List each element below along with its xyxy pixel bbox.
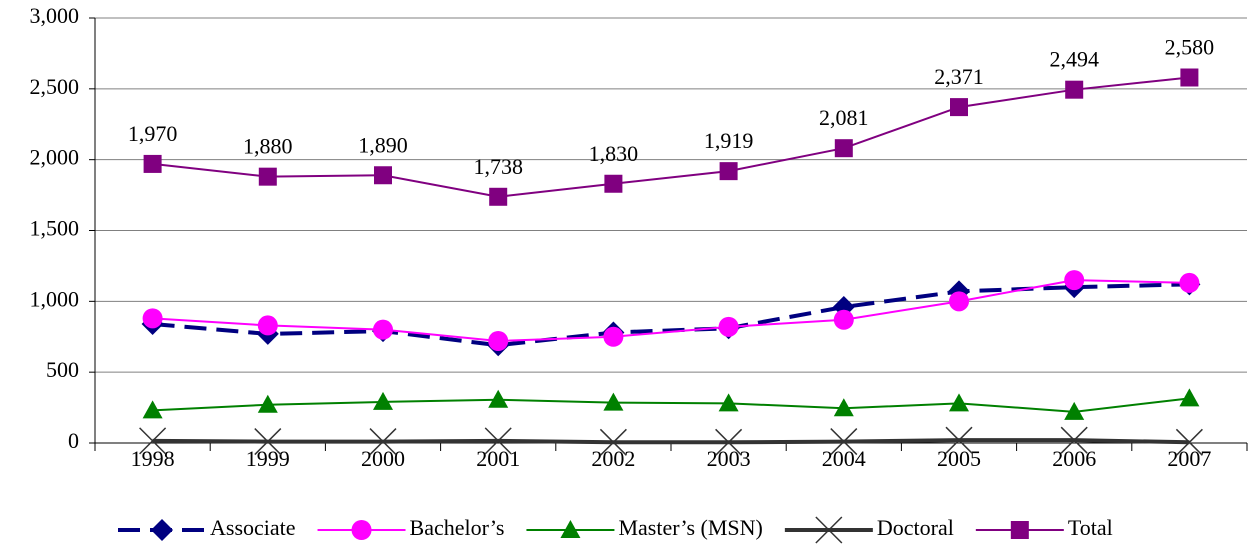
y-tick-label: 2,000: [30, 145, 80, 170]
y-tick-label: 500: [46, 357, 79, 382]
legend-item: Master’s (MSN): [526, 515, 763, 540]
x-tick-label: 2005: [937, 446, 981, 471]
x-tick-label: 2006: [1052, 446, 1096, 471]
data-point: [489, 187, 508, 206]
legend-label: Bachelor’s: [410, 515, 505, 540]
data-point: [373, 319, 393, 340]
data-point: [1064, 401, 1085, 420]
data-point: [715, 428, 743, 456]
data-point: [254, 428, 282, 456]
y-tick-label: 0: [68, 428, 79, 453]
data-point: [1065, 80, 1084, 99]
data-point: [949, 291, 969, 312]
data-point: [603, 326, 624, 347]
data-point: [833, 309, 854, 330]
legend-item: Doctoral: [784, 515, 954, 544]
legend-item: Total: [975, 515, 1113, 540]
data-point: [369, 428, 397, 456]
data-point: [950, 98, 968, 117]
data-point: [374, 166, 392, 185]
data-point: [257, 394, 278, 413]
x-tick-label: 1998: [131, 446, 175, 471]
data-point: [599, 428, 627, 456]
data-point: [1180, 68, 1199, 87]
data-point: [604, 174, 623, 193]
data-point: [258, 167, 277, 186]
data-point: [484, 427, 512, 455]
data-point: [719, 162, 738, 181]
data-point: [143, 154, 162, 173]
data-point: [834, 139, 853, 158]
data-point: [488, 389, 509, 408]
legend-item: Associate: [118, 515, 296, 541]
data-point: [603, 392, 624, 411]
x-tick-label: 2000: [361, 446, 405, 471]
data-label: 1,830: [589, 141, 639, 166]
data-label: 1,890: [358, 132, 408, 157]
legend-marker: [560, 520, 581, 538]
series-line: [152, 76, 1190, 198]
data-label: 2,494: [1049, 47, 1099, 72]
series-line: [152, 397, 1190, 413]
legend-marker: [1010, 521, 1029, 539]
y-tick-label: 1,500: [30, 216, 80, 241]
data-label: 1,970: [128, 121, 178, 146]
legend-label: Total: [1068, 515, 1113, 540]
legend-item: Bachelor’s: [317, 515, 505, 540]
legend-label: Associate: [210, 515, 296, 540]
data-point: [1060, 426, 1088, 454]
data-label: 2,081: [819, 105, 869, 130]
data-point: [142, 308, 163, 329]
data-point: [1175, 428, 1203, 456]
data-point: [373, 391, 393, 410]
y-tick-label: 2,500: [30, 74, 80, 99]
data-label: 2,580: [1165, 35, 1215, 60]
y-tick-label: 3,000: [30, 3, 80, 28]
legend-label: Master’s (MSN): [618, 515, 762, 540]
legend-marker: [151, 519, 173, 541]
data-point: [257, 315, 278, 336]
data-point: [139, 427, 167, 455]
data-point: [945, 426, 973, 454]
series-line: [152, 279, 1190, 343]
data-point: [1064, 270, 1085, 291]
legend-marker: [351, 520, 372, 540]
data-point: [833, 398, 854, 417]
data-label: 1,919: [704, 128, 754, 153]
data-point: [718, 393, 739, 412]
series-line: [152, 438, 1190, 445]
x-tick-label: 2004: [822, 446, 866, 471]
y-tick-label: 1,000: [30, 286, 80, 311]
legend-marker: [815, 516, 843, 544]
data-label: 2,371: [934, 64, 984, 89]
data-point: [1179, 272, 1200, 293]
series-line: [152, 282, 1190, 348]
x-tick-label: 1999: [246, 446, 290, 471]
data-point: [142, 400, 163, 419]
data-label: 1,738: [473, 154, 523, 179]
x-tick-label: 2001: [476, 446, 520, 471]
data-point: [488, 331, 509, 351]
data-point: [718, 316, 739, 337]
x-tick-label: 2003: [707, 446, 751, 471]
legend-label: Doctoral: [877, 515, 954, 540]
data-point: [949, 393, 969, 412]
x-tick-label: 2007: [1167, 446, 1211, 471]
data-label: 1,880: [243, 134, 293, 159]
data-point: [1179, 388, 1200, 407]
data-point: [830, 428, 858, 456]
x-tick-label: 2002: [591, 446, 635, 471]
